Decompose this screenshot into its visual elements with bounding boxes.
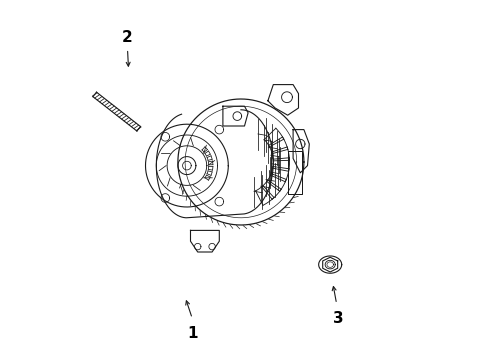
Text: 3: 3 bbox=[332, 311, 343, 326]
Text: 1: 1 bbox=[187, 325, 197, 341]
Text: 2: 2 bbox=[122, 30, 133, 45]
